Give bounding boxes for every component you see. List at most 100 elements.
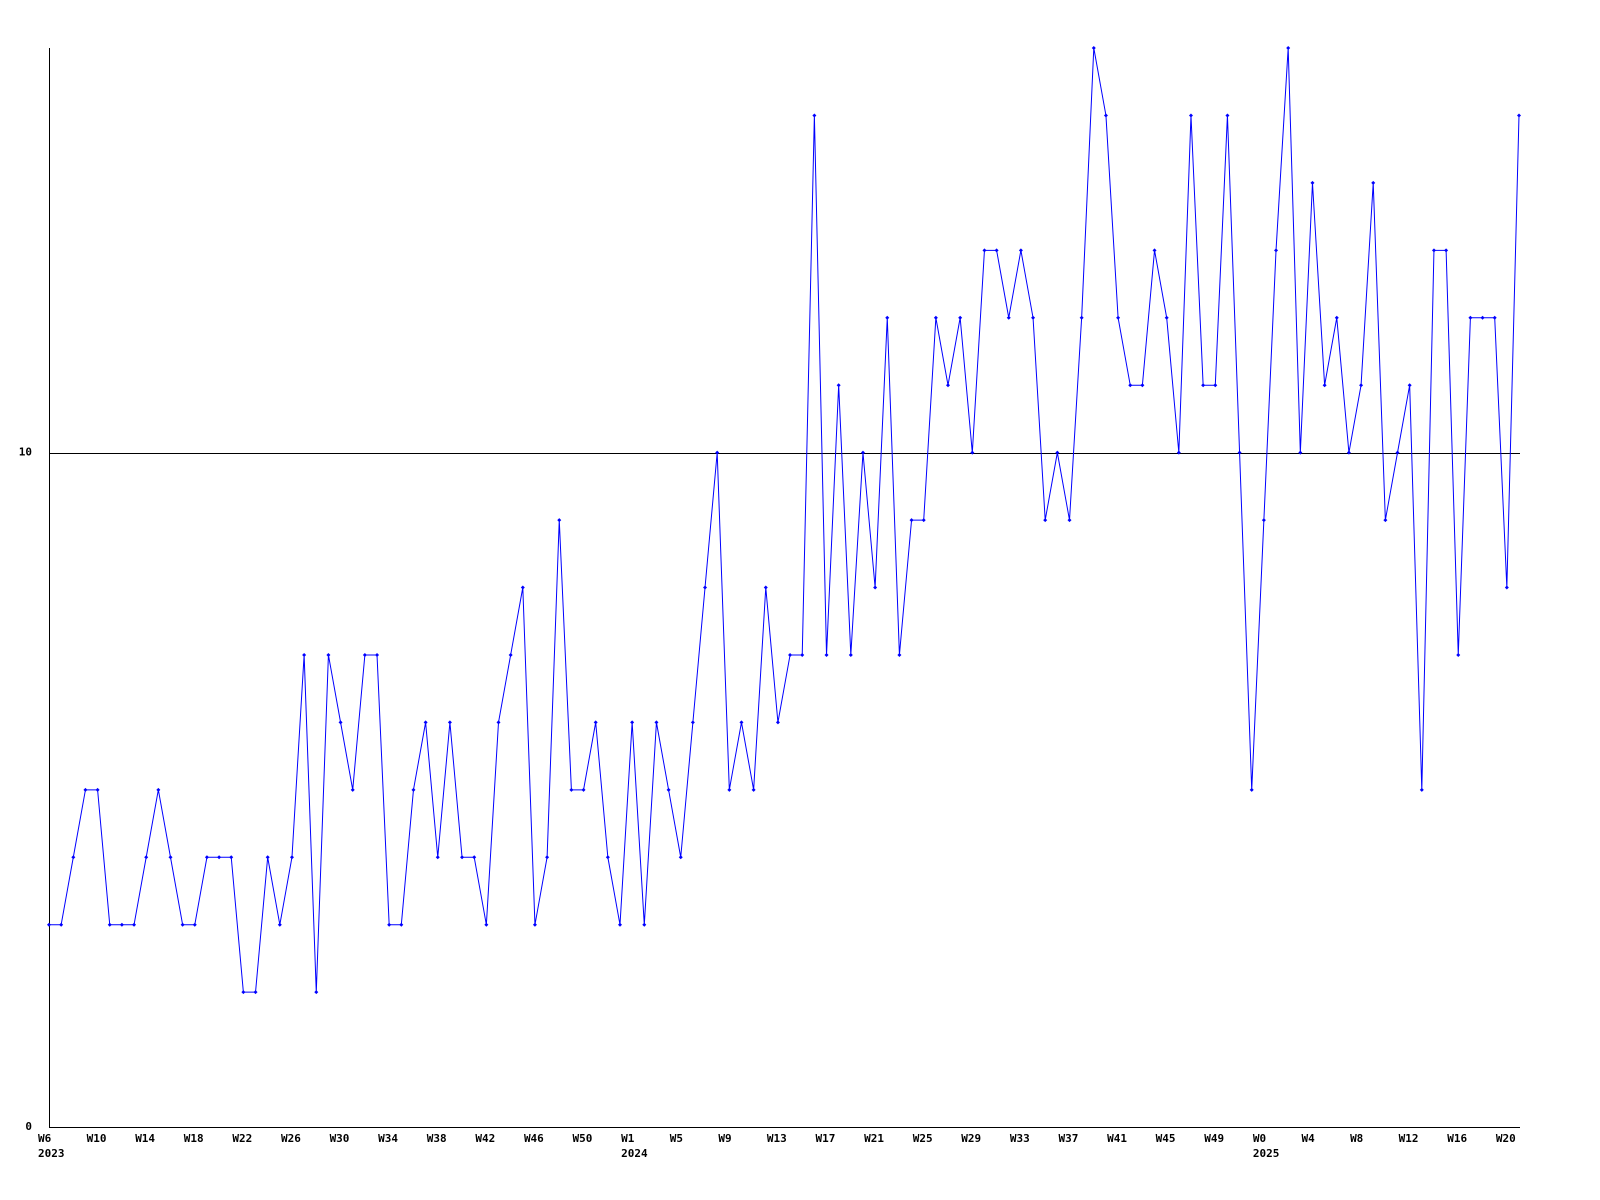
point-marker [241,990,246,995]
x-tick-label: W34 [378,1132,398,1145]
x-tick-label: W26 [281,1132,301,1145]
x-tick-label: W46 [524,1132,544,1145]
x-tick-label: W6 [38,1132,52,1145]
point-marker [581,787,586,792]
point-marker [921,518,926,523]
x-tick-label: W49 [1204,1132,1224,1145]
point-marker [678,855,683,860]
point-marker [71,855,76,860]
point-marker [1164,315,1169,320]
x-tick-label: W29 [961,1132,981,1145]
point-marker [1006,315,1011,320]
point-marker [362,652,367,657]
point-marker [532,922,537,927]
x-tick-label: W45 [1156,1132,1176,1145]
point-marker [508,652,513,657]
point-marker [848,652,853,657]
point-marker [909,518,914,523]
y-tick-label: 0 [25,1120,32,1133]
point-marker [168,855,173,860]
x-tick-label: W17 [816,1132,836,1145]
point-marker [836,383,841,388]
point-marker [1018,248,1023,253]
point-marker [703,585,708,590]
point-marker [1504,585,1509,590]
x-tick-label: W42 [475,1132,495,1145]
point-marker [1188,113,1193,118]
x-tick-label: W0 [1253,1132,1266,1145]
x-tick-label: W41 [1107,1132,1127,1145]
x-tick-label: W25 [913,1132,933,1145]
x-tick-label: W21 [864,1132,884,1145]
point-marker [338,720,343,725]
point-marker [496,720,501,725]
x-tick-label: W12 [1399,1132,1419,1145]
point-marker [1079,315,1084,320]
point-marker [800,652,805,657]
point-marker [1031,315,1036,320]
point-marker [132,922,137,927]
point-marker [970,450,975,455]
point-marker [1346,450,1351,455]
point-marker [1249,787,1254,792]
point-marker [617,922,622,927]
point-marker [1103,113,1108,118]
point-marker [95,787,100,792]
x-tick-label: W8 [1350,1132,1363,1145]
x-tick-label: W22 [232,1132,252,1145]
point-marker [994,248,999,253]
x-tick-label: W37 [1058,1132,1078,1145]
point-marker [350,787,355,792]
point-marker [1152,248,1157,253]
x-tick-label: W16 [1447,1132,1467,1145]
x-tick-label: W5 [670,1132,683,1145]
point-marker [1492,315,1497,320]
point-marker [739,720,744,725]
x-tick-label: W18 [184,1132,204,1145]
point-marker [1213,383,1218,388]
point-marker [642,922,647,927]
point-marker [1371,180,1376,185]
point-marker [545,855,550,860]
point-marker [1116,315,1121,320]
point-marker [107,922,112,927]
point-marker [933,315,938,320]
point-marker [460,855,465,860]
point-marker [399,922,404,927]
point-marker [1383,518,1388,523]
point-marker [314,990,319,995]
point-marker [557,518,562,523]
point-marker [1140,383,1145,388]
point-marker [1067,518,1072,523]
x-tick-label: W50 [573,1132,593,1145]
point-marker [1043,518,1048,523]
point-marker [265,855,270,860]
point-marker [156,787,161,792]
point-marker [1225,113,1230,118]
point-marker [1298,450,1303,455]
point-marker [59,922,64,927]
x-year-label: 2023 [38,1147,65,1160]
point-marker [423,720,428,725]
point-marker [253,990,258,995]
point-marker [1128,383,1133,388]
point-marker [1456,652,1461,657]
point-marker [387,922,392,927]
point-marker [144,855,149,860]
point-marker [411,787,416,792]
x-tick-label: W4 [1301,1132,1315,1145]
x-year-label: 2024 [621,1147,648,1160]
point-marker [1395,450,1400,455]
point-marker [1419,787,1424,792]
point-marker [690,720,695,725]
point-marker [1237,450,1242,455]
series-line [49,47,1520,993]
point-marker [860,450,865,455]
point-marker [751,787,756,792]
x-tick-label: W10 [87,1132,107,1145]
point-marker [326,652,331,657]
point-marker [83,787,88,792]
point-marker [1322,383,1327,388]
point-marker [1261,518,1266,523]
